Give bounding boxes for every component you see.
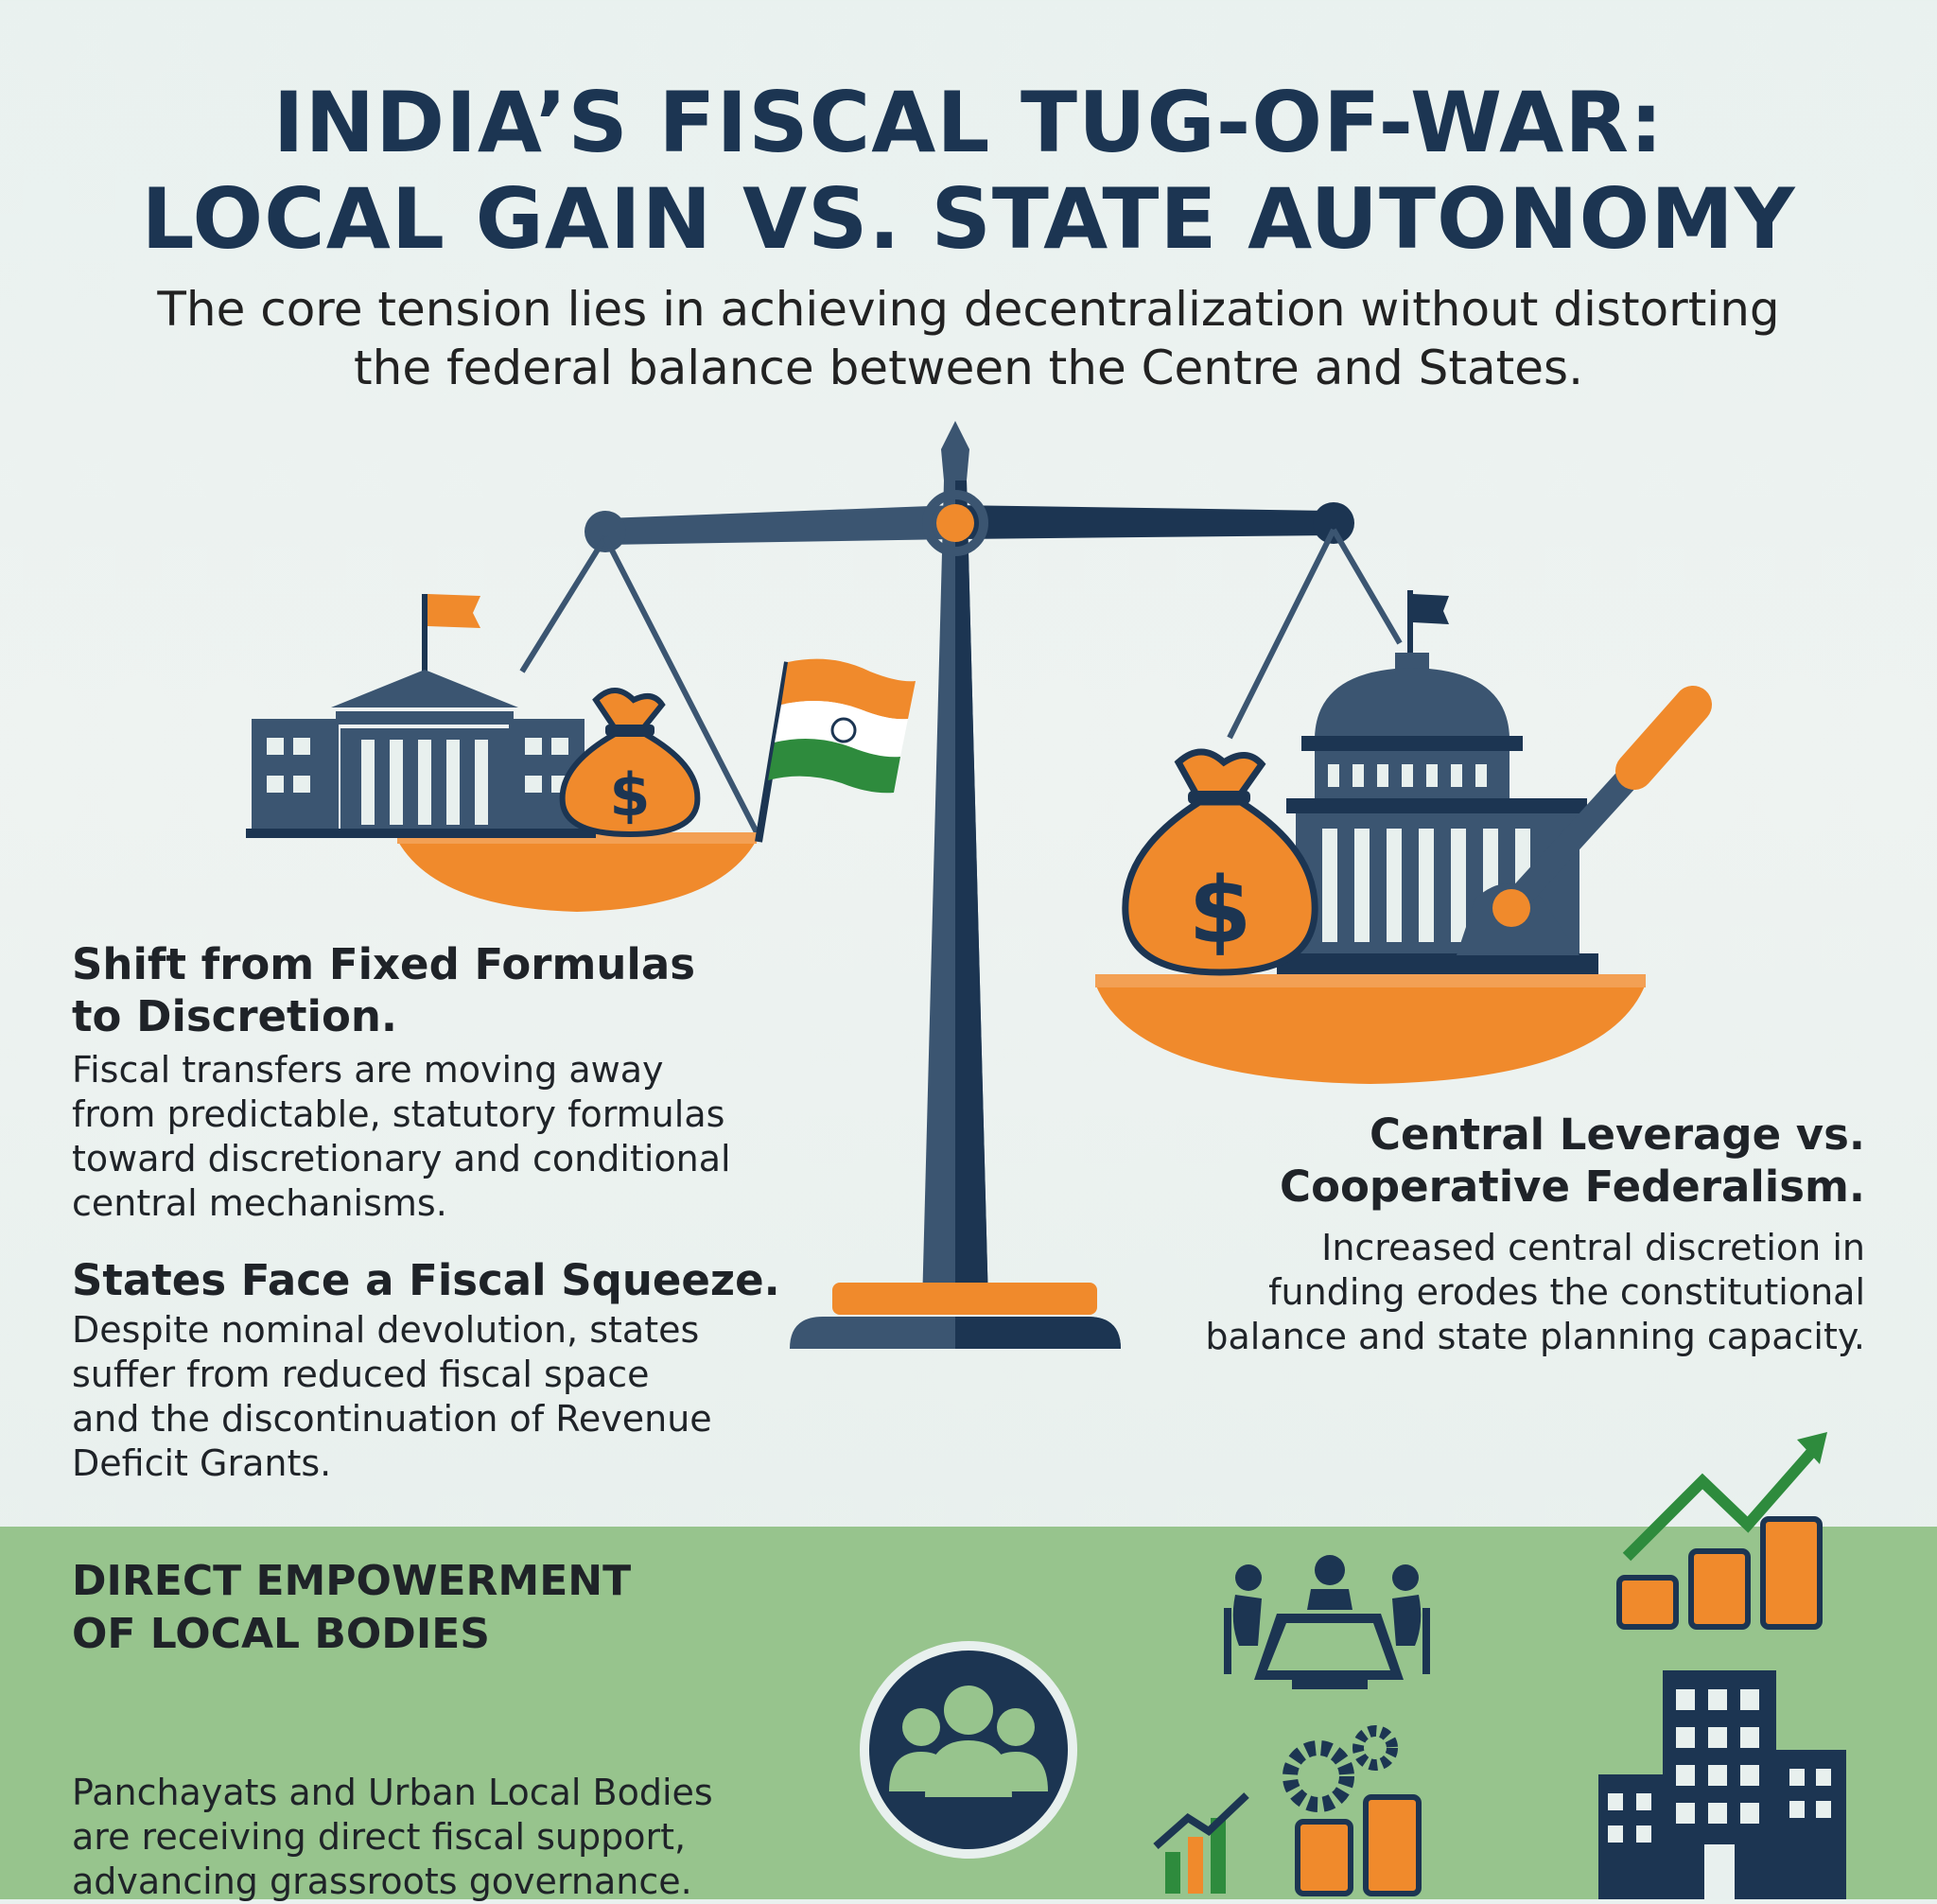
subtitle-line-2: the federal balance between the Centre a…: [354, 341, 1583, 395]
leverage-heading-line-2: Cooperative Federalism.: [1280, 1162, 1865, 1212]
scale-beam: [585, 502, 1354, 552]
local-bodies-heading-line-2: OF LOCAL BODIES: [72, 1610, 490, 1658]
shift-body-line: Fiscal transfers are moving away: [72, 1049, 664, 1091]
local-bodies-heading: DIRECT EMPOWERMENT OF LOCAL BODIES: [72, 1555, 677, 1661]
dollar-symbol-right: $: [1189, 858, 1252, 964]
shift-body-line: from predictable, statutory formulas: [72, 1093, 725, 1135]
squeeze-body-line: and the discontinuation of Revenue: [72, 1398, 712, 1440]
squeeze-section: States Face a Fiscal Squeeze. Despite no…: [72, 1254, 810, 1486]
shift-heading-line-1: Shift from Fixed Formulas: [72, 939, 695, 989]
scale-strings: [519, 528, 1403, 834]
squeeze-body-line: Despite nominal devolution, states: [72, 1309, 700, 1351]
money-bag-icon-left: $: [559, 688, 701, 838]
right-pan: [1095, 974, 1646, 1084]
left-pan: [397, 832, 757, 912]
squeeze-heading: States Face a Fiscal Squeeze.: [72, 1255, 780, 1305]
squeeze-body-line: suffer from reduced fiscal space: [72, 1354, 650, 1395]
local-bodies-body-line: are receiving direct fiscal support,: [72, 1816, 687, 1858]
title-line-2: LOCAL GAIN VS. STATE AUTONOMY: [141, 170, 1796, 268]
dollar-symbol-left: $: [609, 760, 650, 830]
subtitle-line-1: The core tension lies in achieving decen…: [157, 282, 1780, 337]
shift-section: Shift from Fixed Formulas to Discretion.…: [72, 938, 791, 1226]
shift-body-line: toward discretionary and conditional: [72, 1138, 731, 1179]
money-bag-icon-right: $: [1122, 748, 1318, 976]
local-bodies-heading-line-1: DIRECT EMPOWERMENT: [72, 1557, 632, 1605]
india-flag-icon: [755, 658, 916, 843]
leverage-heading-line-1: Central Leverage vs.: [1370, 1109, 1865, 1160]
shift-heading-line-2: to Discretion.: [72, 991, 398, 1041]
state-building-icon: [246, 594, 596, 838]
lever-icon: [1457, 686, 1712, 955]
title-line-1: INDIA’S FISCAL TUG-OF-WAR:: [272, 74, 1665, 171]
shift-body-line: central mechanisms.: [72, 1182, 447, 1224]
local-bodies-body: Panchayats and Urban Local Bodies are re…: [72, 1771, 791, 1904]
subtitle: The core tension lies in achieving decen…: [0, 280, 1937, 397]
scale-post: [790, 421, 1121, 1349]
leverage-section: Central Leverage vs. Cooperative Federal…: [1116, 1109, 1865, 1359]
leverage-body-line: balance and state planning capacity.: [1205, 1316, 1865, 1357]
squeeze-body-line: Deficit Grants.: [72, 1442, 332, 1484]
local-bodies-body-line: advancing grassroots governance.: [72, 1860, 692, 1902]
local-bodies-body-line: Panchayats and Urban Local Bodies: [72, 1772, 713, 1813]
leverage-body-line: Increased central discretion in: [1321, 1227, 1865, 1268]
leverage-body-line: funding erodes the constitutional: [1268, 1271, 1865, 1313]
